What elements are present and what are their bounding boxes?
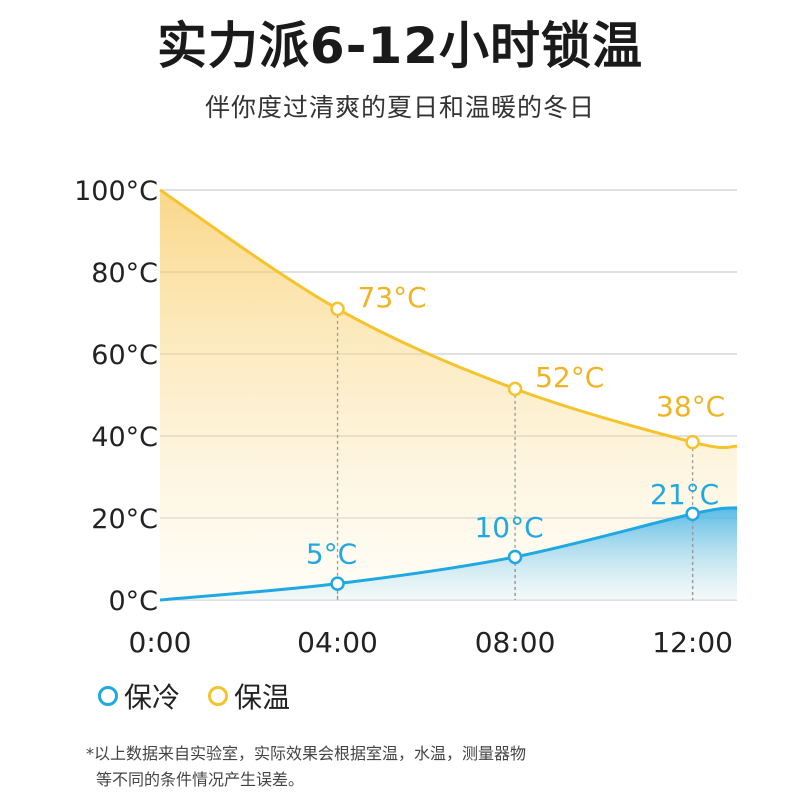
y-tick-label: 80°C	[91, 258, 158, 289]
warm-data-point	[685, 434, 700, 450]
warm-area-fill	[160, 190, 737, 600]
area-layer	[160, 190, 737, 600]
y-tick-label: 0°C	[108, 586, 158, 617]
y-tick-label: 100°C	[74, 176, 158, 207]
legend-cold-label: 保冷	[124, 681, 181, 714]
page-subtitle: 伴你度过清爽的夏日和温暖的冬日	[204, 93, 595, 122]
cold-data-label: 5°C	[306, 538, 357, 571]
axis-layer: 0°C 20°C 40°C 60°C 80°C 100°C 0:00 04:00 08:00 12…	[74, 176, 733, 659]
x-tick-label: 0:00	[129, 626, 192, 659]
x-tick-label: 08:00	[475, 626, 556, 659]
cold-data-point	[330, 576, 345, 591]
warm-data-label: 38°C	[656, 390, 725, 423]
x-tick-label: 12:00	[652, 626, 733, 659]
legend-warm-icon	[208, 686, 229, 706]
y-tick-label: 60°C	[91, 340, 158, 371]
footnote-line-2: 等不同的条件情况产生误差。	[96, 770, 305, 789]
cold-data-label: 21°C	[650, 478, 719, 511]
y-tick-label: 40°C	[91, 422, 158, 453]
cold-data-label: 10°C	[474, 511, 543, 544]
footnote: *以上数据来自实验室，实际效果会根据室温，水温，测量器物 等不同的条件情况产生误…	[86, 741, 526, 793]
warm-data-point	[330, 301, 345, 317]
point-layer	[330, 301, 700, 591]
x-tick-label: 04:00	[297, 626, 378, 659]
legend-warm-label: 保温	[234, 681, 291, 714]
label-layer: 73°C 52°C 38°C 5°C 10°C 21°C	[306, 281, 725, 571]
guide-layer	[336, 314, 694, 600]
warm-data-label: 52°C	[535, 361, 604, 394]
cold-area-fill	[160, 507, 737, 600]
page-title: 实力派6-12小时锁温	[156, 17, 644, 75]
y-tick-label: 20°C	[91, 504, 158, 535]
chart-legend: 保冷 保温	[98, 676, 290, 716]
warm-data-label: 73°C	[358, 281, 427, 314]
legend-cold-icon	[98, 686, 118, 706]
footnote-line-1: *以上数据来自实验室，实际效果会根据室温，水温，测量器物	[86, 744, 527, 763]
legend-item-cold: 保冷	[98, 676, 180, 716]
legend-item-warm: 保温	[208, 676, 290, 716]
cold-data-point	[507, 549, 523, 565]
warm-data-point	[507, 381, 523, 397]
cold-data-point	[685, 506, 700, 522]
